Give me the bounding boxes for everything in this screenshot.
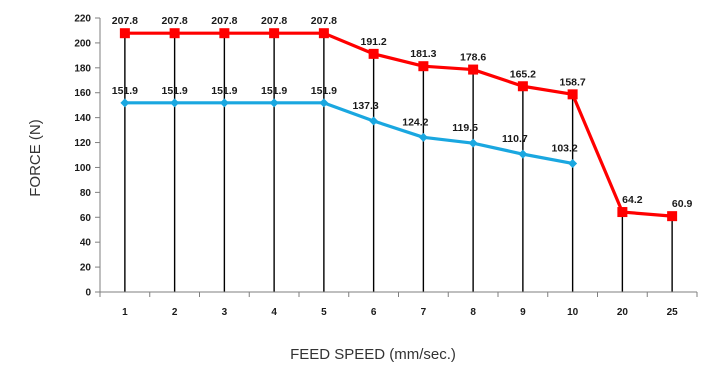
data-label: 151.9: [161, 85, 187, 97]
marker-square: [567, 89, 578, 100]
data-label: 137.3: [352, 100, 378, 112]
series-line-1: [124, 31, 673, 218]
marker-square: [517, 81, 528, 92]
marker-square: [169, 28, 180, 39]
y-ticks: 0 20 40 60 80 100 120 140 160 180 200 220: [74, 14, 100, 299]
data-label: 207.8: [261, 15, 287, 27]
y-tick-label: 160: [74, 88, 91, 99]
series-line-2: [124, 101, 573, 166]
data-label: 181.3: [410, 48, 436, 60]
data-label: 151.9: [112, 85, 138, 97]
data-label: 191.2: [360, 36, 386, 48]
x-ticks: 1 2 3 4 5 6 7 8 9 10 20 25: [99, 292, 698, 318]
x-tick-label: 2: [172, 307, 178, 318]
x-tick-label: 5: [321, 307, 327, 318]
y-tick-label: 140: [74, 113, 91, 124]
x-tick-label: 4: [271, 307, 277, 318]
x-tick-label: 1: [122, 307, 128, 318]
data-label: 158.7: [559, 76, 585, 88]
y-tick-label: 220: [74, 14, 91, 25]
markers: [119, 28, 678, 222]
data-label: 110.7: [502, 133, 528, 145]
marker-diamond: [468, 138, 478, 148]
marker-square: [418, 61, 429, 72]
data-label: 207.8: [112, 15, 138, 27]
y-tick-label: 120: [74, 138, 91, 149]
data-label: 207.8: [311, 15, 337, 27]
x-tick-label: 3: [222, 307, 228, 318]
data-label: 178.6: [460, 52, 486, 64]
series-lines: [124, 31, 673, 218]
y-tick-label: 100: [74, 163, 91, 174]
y-tick-label: 20: [80, 263, 92, 274]
marker-diamond: [269, 98, 279, 108]
x-tick-label: 8: [470, 307, 476, 318]
x-tick-label: 25: [667, 307, 679, 318]
data-label: 151.9: [261, 85, 287, 97]
marker-diamond: [319, 98, 329, 108]
marker-diamond: [120, 98, 130, 108]
x-tick-label: 9: [520, 307, 526, 318]
marker-diamond: [568, 158, 578, 168]
data-label: 124.2: [402, 116, 428, 128]
y-tick-label: 60: [80, 213, 92, 224]
y-tick-label: 40: [80, 238, 92, 249]
x-tick-label: 20: [617, 307, 629, 318]
marker-square: [667, 211, 678, 222]
data-labels: 207.8 207.8 207.8 207.8 207.8 191.2 181.3 178.6…: [112, 15, 693, 210]
data-label: 207.8: [161, 15, 187, 27]
data-label: 207.8: [211, 15, 237, 27]
y-tick-label: 180: [74, 63, 91, 74]
marker-square: [318, 28, 329, 39]
data-label: 103.2: [551, 142, 577, 154]
marker-square: [119, 28, 130, 39]
data-label: 64.2: [622, 194, 643, 206]
marker-diamond: [369, 116, 379, 126]
data-label: 151.9: [211, 85, 237, 97]
x-tick-label: 10: [567, 307, 579, 318]
marker-diamond: [518, 149, 528, 159]
data-label: 60.9: [672, 198, 693, 210]
x-tick-label: 6: [371, 307, 377, 318]
marker-square: [269, 28, 280, 39]
marker-square: [617, 207, 628, 218]
x-axis-title: FEED SPEED (mm/sec.): [290, 346, 456, 363]
marker-diamond: [170, 98, 180, 108]
y-axis-title: FORCE (N): [27, 119, 44, 197]
marker-square: [468, 64, 479, 75]
data-label: 165.2: [510, 68, 536, 80]
marker-diamond: [418, 132, 428, 142]
y-tick-label: 200: [74, 38, 91, 49]
marker-diamond: [219, 98, 229, 108]
y-tick-label: 0: [85, 288, 91, 299]
marker-square: [368, 48, 379, 59]
data-label: 151.9: [311, 85, 337, 97]
marker-square: [219, 28, 230, 39]
y-tick-label: 80: [80, 188, 92, 199]
drop-lines: [124, 33, 673, 292]
data-label: 119.5: [452, 122, 478, 134]
x-tick-label: 7: [421, 307, 427, 318]
